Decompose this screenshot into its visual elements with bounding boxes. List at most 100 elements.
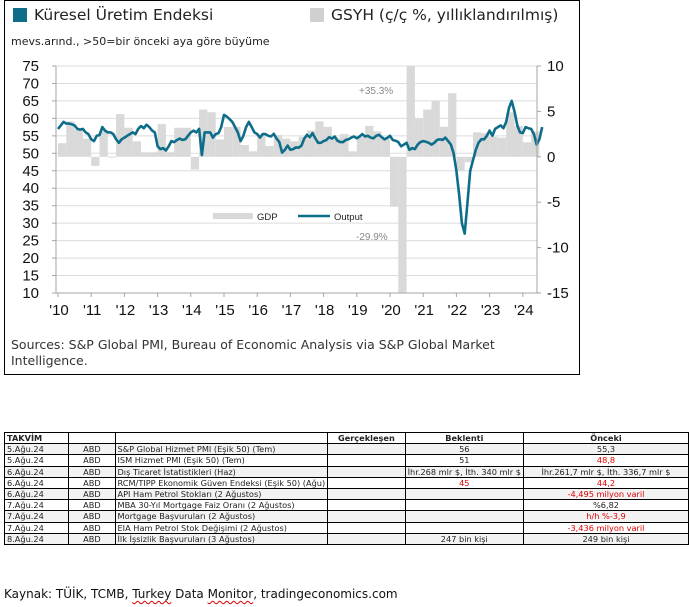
cell-country: ABD [68,454,116,467]
axes [52,65,541,297]
left-tick-label: 25 [22,233,39,250]
x-tick-label: '21 [414,302,434,319]
economic-calendar-table: TAKVİM Gerçekleşen Beklenti Önceki 5.Ağu… [3,431,689,545]
left-tick-label: 20 [22,250,39,267]
x-tick-label: '16 [248,302,268,319]
footer-flagged-word-1: Turkey [132,587,172,601]
right-tick-label: -15 [547,285,569,302]
table-row: 6.Ağu.24 ABD Dış Ticaret İstatistikleri (H… [3,465,689,478]
gdp-bar [340,134,349,157]
inner-legend: GDP Output [213,212,363,223]
left-tick-label: 30 [22,215,39,232]
cell-forecast [404,499,525,512]
legend-gdp-label: GSYH (ç/ç %, yıllıklandırılmış) [331,6,559,24]
x-tick-label: '14 [182,302,202,319]
legend-gdp-swatch [310,8,324,22]
cell-country: ABD [68,443,116,456]
header-country [68,431,116,445]
table-row: 8.Ağu.24 ABD İlk İşsizlik Başvuruları (3 A… [3,532,689,545]
gdp-bar [265,145,274,157]
left-tick-label: 75 [22,58,39,75]
left-tick-label: 55 [22,128,39,145]
x-tick-label: '24 [514,302,534,319]
cell-previous: 48,8 [523,454,689,467]
legend-gdp-key [213,213,253,219]
chart-source-note: Sources: S&P Global PMI, Bureau of Econo… [11,337,495,368]
cell-event: Dış Ticaret İstatistikleri (Haz) [114,465,329,478]
gdp-bar [456,156,465,172]
right-tick-label: 10 [547,58,564,75]
gdp-bar [141,152,150,157]
cell-forecast [404,521,525,534]
gdp-bar [240,144,249,157]
legend-output-title: Küresel Üretim Endeksi [13,6,213,24]
gdp-bar [414,118,424,157]
gdp-bar [132,141,141,157]
cell-actual [327,443,406,456]
cell-forecast [404,487,525,501]
x-tick-label: '15 [215,302,235,319]
legend-gdp-text: GDP [257,212,278,223]
x-tick-label: '12 [116,302,136,319]
gdp-bar [365,125,374,157]
gdp-bar [124,127,133,157]
table-header-row: TAKVİM Gerçekleşen Beklenti Önceki [3,431,689,445]
cell-country: ABD [68,465,116,478]
gdp-bar [439,126,449,157]
cell-event: Mortgage Başvuruları (2 Ağustos) [114,510,329,523]
gdp-bars [58,66,540,293]
cell-previous: 44,2 [523,476,689,489]
gdp-bar [373,131,382,157]
gdp-bar [215,139,224,157]
cell-actual [327,476,406,489]
tick-labels: 75706560555045403530252015101050-5-10-15… [22,58,568,319]
table-row: 6.Ağu.24 ABD API Ham Petrol Stokları (2 Ağ… [3,487,689,501]
annotation-gdp-high: +35.3% [359,86,393,97]
left-tick-label: 50 [22,145,39,162]
cell-actual [327,487,406,501]
gdp-bar [489,136,498,157]
x-tick-label: '23 [481,302,501,319]
cell-previous: h/h %-3,9 [523,510,689,523]
gdp-bar [174,127,183,157]
header-actual: Gerçekleşen [327,431,406,445]
legend-output-text: Output [334,212,363,223]
footer-suffix: , tradingeconomics.com [253,587,398,601]
x-tick-label: '19 [348,302,368,319]
x-tick-label: '20 [381,302,401,319]
cell-date: 5.Ağu.24 [3,443,70,456]
annotation-gdp-low: -29.9% [356,232,388,243]
header-forecast: Beklenti [404,431,525,445]
gdp-bar [149,152,158,157]
table-row: 5.Ağu.24 ABD ISM Hizmet PMI (Eşik 50) (Tem… [3,454,689,467]
gdp-bar [348,151,357,157]
cell-date: 6.Ağu.24 [3,487,70,501]
cell-event: API Ham Petrol Stokları (2 Ağustos) [114,487,329,501]
footer-source: Kaynak: TÜİK, TCMB, Turkey Data Monitor,… [4,587,398,601]
cell-date: 7.Ağu.24 [3,499,70,512]
table-row: 7.Ağu.24 ABD EIA Ham Petrol Stok Değişimi … [3,521,689,534]
cell-forecast: 45 [404,476,525,489]
gdp-bar [224,126,233,157]
chart-subtitle: mevs.arınd., >50=bir önceki aya göre büy… [11,35,270,48]
legend-gdp-title: GSYH (ç/ç %, yıllıklandırılmış) [310,6,558,24]
chart-panel: Küresel Üretim Endeksi GSYH (ç/ç %, yıll… [4,0,580,375]
gdp-bar [116,114,125,157]
left-tick-label: 60 [22,110,39,127]
output-line-group [56,99,544,235]
gdp-bar [66,121,75,157]
legend-output-swatch [13,8,27,22]
right-tick-label: 5 [547,103,555,120]
cell-date: 7.Ağu.24 [3,510,70,523]
gdp-bar [331,137,341,157]
cell-actual [327,465,406,478]
gdp-bar [232,126,241,157]
cell-actual [327,454,406,467]
gdp-bar [506,112,515,157]
right-tick-label: 0 [547,149,555,166]
x-tick-label: '18 [315,302,335,319]
cell-previous: 55,3 [523,443,689,456]
cell-date: 8.Ağu.24 [3,532,70,545]
footer-prefix: Kaynak: TÜİK, TCMB, [4,587,133,601]
gdp-bar [58,143,67,157]
